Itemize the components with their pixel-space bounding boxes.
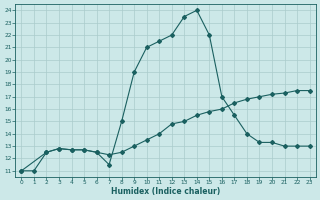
X-axis label: Humidex (Indice chaleur): Humidex (Indice chaleur) — [111, 187, 220, 196]
